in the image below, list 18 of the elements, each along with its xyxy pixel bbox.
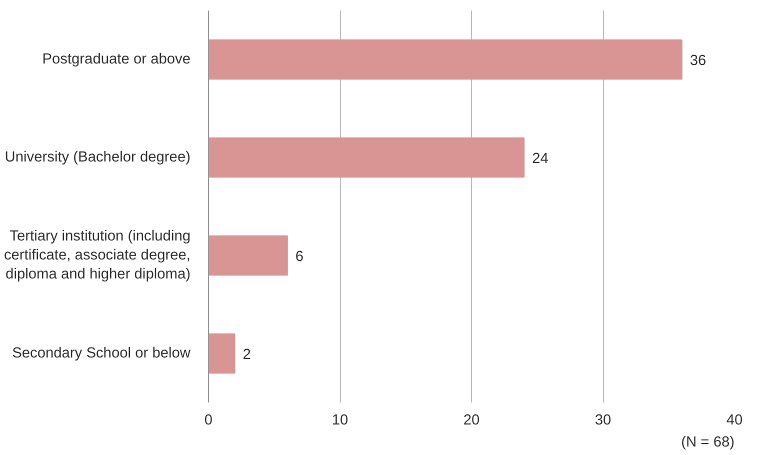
data-label: 6 <box>295 249 304 265</box>
x-tick-label: 40 <box>726 412 743 428</box>
data-label: 24 <box>532 151 548 167</box>
x-tick-label: 30 <box>594 412 612 428</box>
y-tick-label: Tertiary institution (including certificate, associate degree, diploma and higher diploma) <box>4 228 191 283</box>
y-tick-label: Secondary School or below <box>12 346 191 362</box>
x-tick-label: 10 <box>332 412 348 428</box>
bar <box>208 137 525 178</box>
data-label: 2 <box>242 347 251 363</box>
x-tick-label: 20 <box>463 412 480 428</box>
bar <box>208 39 682 80</box>
data-label: 36 <box>690 53 706 69</box>
bar <box>208 333 236 374</box>
y-tick-label: University (Bachelor degree) <box>4 150 191 166</box>
bar <box>208 235 288 276</box>
text: (N = 68) <box>681 434 735 450</box>
x-tick-label: 0 <box>204 412 213 428</box>
y-tick-label: Postgraduate or above <box>42 52 191 68</box>
